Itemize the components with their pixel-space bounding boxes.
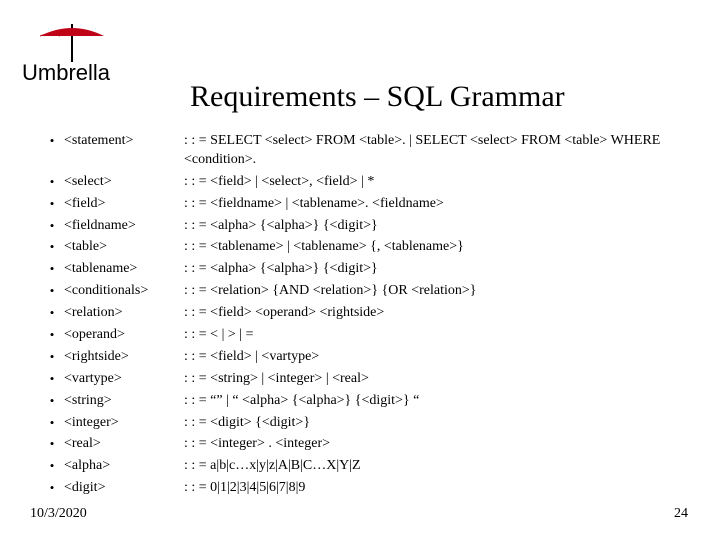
grammar-lhs: <real>	[64, 435, 184, 454]
bullet-icon: •	[40, 392, 64, 410]
grammar-lhs: <select>	[64, 173, 184, 192]
grammar-rhs: : : = <field> <operand> <rightside>	[184, 304, 690, 323]
bullet-icon: •	[40, 304, 64, 322]
bullet-icon: •	[40, 457, 64, 475]
grammar-lhs: <relation>	[64, 304, 184, 323]
grammar-row: •<real>: : = <integer> . <integer>	[40, 435, 690, 454]
bullet-icon: •	[40, 282, 64, 300]
grammar-row: •<fieldname>: : = <alpha> {<alpha>} {<di…	[40, 217, 690, 236]
bullet-icon: •	[40, 370, 64, 388]
grammar-row: •<operand>: : = < | > | =	[40, 326, 690, 345]
grammar-rhs: : : = a|b|c…x|y|z|A|B|C…X|Y|Z	[184, 457, 690, 476]
grammar-row: •<relation>: : = <field> <operand> <righ…	[40, 304, 690, 323]
grammar-row: •<digit>: : = 0|1|2|3|4|5|6|7|8|9	[40, 479, 690, 498]
grammar-row: •<select>: : = <field> | <select>, <fiel…	[40, 173, 690, 192]
grammar-lhs: <tablename>	[64, 260, 184, 279]
grammar-row: •<string>: : = “” | “ <alpha> {<alpha>} …	[40, 392, 690, 411]
svg-text:Umbrella: Umbrella	[22, 60, 111, 85]
grammar-lhs: <alpha>	[64, 457, 184, 476]
grammar-lhs: <integer>	[64, 414, 184, 433]
grammar-rhs: : : = SELECT <select> FROM <table>. | SE…	[184, 132, 690, 170]
grammar-lhs: <table>	[64, 238, 184, 257]
grammar-rhs: : : = < | > | =	[184, 326, 690, 345]
page-title: Requirements – SQL Grammar	[190, 80, 565, 114]
grammar-lhs: <operand>	[64, 326, 184, 345]
grammar-row: •<statement>: : = SELECT <select> FROM <…	[40, 132, 690, 170]
footer-page: 24	[674, 506, 688, 522]
grammar-lhs: <fieldname>	[64, 217, 184, 236]
bullet-icon: •	[40, 238, 64, 256]
grammar-rhs: : : = <digit> {<digit>}	[184, 414, 690, 433]
footer-date: 10/3/2020	[30, 506, 87, 522]
grammar-rhs: : : = <alpha> {<alpha>} {<digit>}	[184, 260, 690, 279]
umbrella-logo: Umbrella	[22, 22, 142, 87]
grammar-rhs: : : = <tablename> | <tablename> {, <tabl…	[184, 238, 690, 257]
grammar-rhs: : : = <field> | <vartype>	[184, 348, 690, 367]
bullet-icon: •	[40, 217, 64, 235]
grammar-rhs: : : = <fieldname> | <tablename>. <fieldn…	[184, 195, 690, 214]
bullet-icon: •	[40, 195, 64, 213]
bullet-icon: •	[40, 326, 64, 344]
grammar-row: •<alpha>: : = a|b|c…x|y|z|A|B|C…X|Y|Z	[40, 457, 690, 476]
grammar-rhs: : : = <string> | <integer> | <real>	[184, 370, 690, 389]
grammar-row: •<field>: : = <fieldname> | <tablename>.…	[40, 195, 690, 214]
grammar-lhs: <conditionals>	[64, 282, 184, 301]
grammar-lhs: <statement>	[64, 132, 184, 151]
grammar-rhs: : : = <field> | <select>, <field> | *	[184, 173, 690, 192]
grammar-lhs: <rightside>	[64, 348, 184, 367]
grammar-row: •<table>: : = <tablename> | <tablename> …	[40, 238, 690, 257]
grammar-row: •<conditionals>: : = <relation> {AND <re…	[40, 282, 690, 301]
grammar-row: •<rightside>: : = <field> | <vartype>	[40, 348, 690, 367]
bullet-icon: •	[40, 348, 64, 366]
grammar-row: •<tablename>: : = <alpha> {<alpha>} {<di…	[40, 260, 690, 279]
grammar-list: •<statement>: : = SELECT <select> FROM <…	[40, 132, 690, 501]
grammar-lhs: <digit>	[64, 479, 184, 498]
grammar-row: •<integer>: : = <digit> {<digit>}	[40, 414, 690, 433]
bullet-icon: •	[40, 414, 64, 432]
bullet-icon: •	[40, 173, 64, 191]
grammar-rhs: : : = <integer> . <integer>	[184, 435, 690, 454]
grammar-lhs: <vartype>	[64, 370, 184, 389]
grammar-rhs: : : = “” | “ <alpha> {<alpha>} {<digit>}…	[184, 392, 690, 411]
grammar-rhs: : : = <alpha> {<alpha>} {<digit>}	[184, 217, 690, 236]
grammar-row: •<vartype>: : = <string> | <integer> | <…	[40, 370, 690, 389]
grammar-rhs: : : = <relation> {AND <relation>} {OR <r…	[184, 282, 690, 301]
grammar-lhs: <field>	[64, 195, 184, 214]
bullet-icon: •	[40, 132, 64, 150]
grammar-rhs: : : = 0|1|2|3|4|5|6|7|8|9	[184, 479, 690, 498]
grammar-lhs: <string>	[64, 392, 184, 411]
bullet-icon: •	[40, 479, 64, 497]
bullet-icon: •	[40, 435, 64, 453]
bullet-icon: •	[40, 260, 64, 278]
